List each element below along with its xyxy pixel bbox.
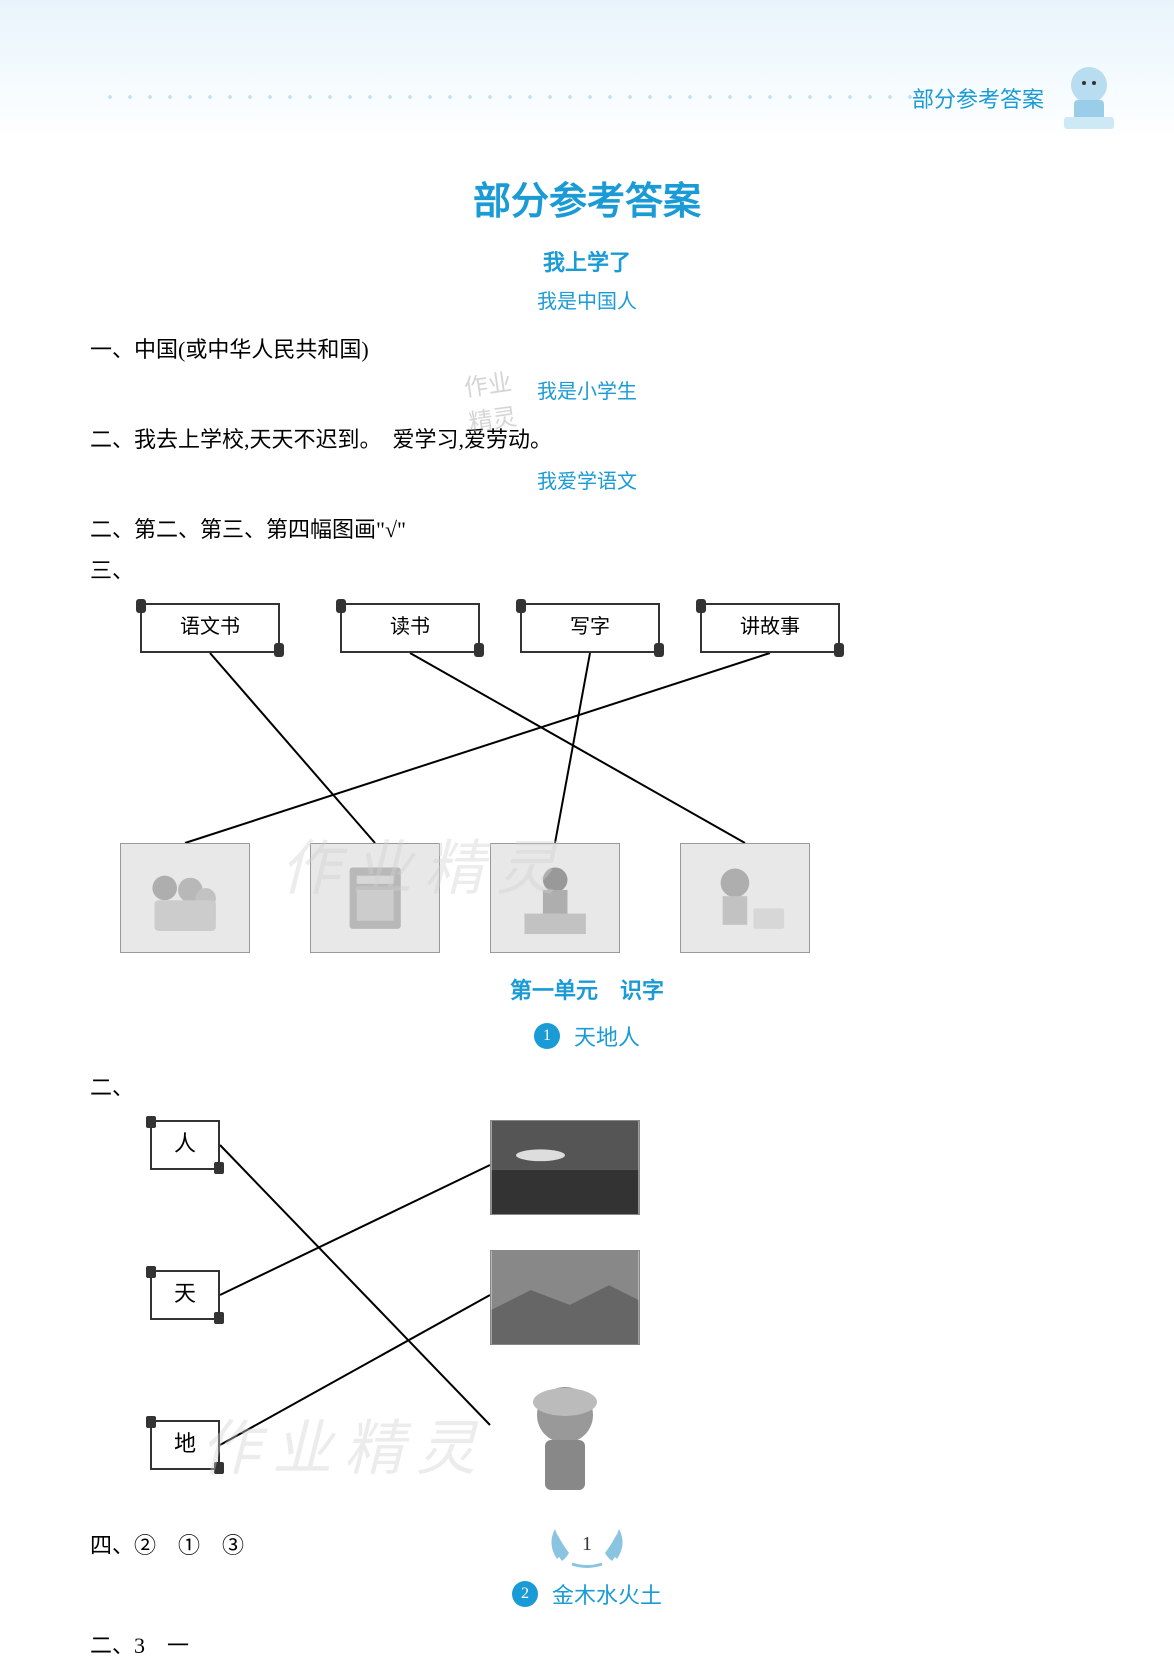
laurel-icon: 1 bbox=[537, 1519, 637, 1569]
sub-heading-2: 我是小学生 bbox=[90, 375, 1084, 404]
match-box-3: 写字 bbox=[520, 603, 660, 653]
answer-4: 三、 bbox=[90, 553, 1084, 588]
matching-exercise-bottom: 人 天 地 bbox=[90, 1120, 1084, 1510]
answer-5: 二、 bbox=[90, 1070, 1084, 1105]
match-label: 读书 bbox=[390, 616, 430, 638]
page-footer: 1 bbox=[0, 1519, 1174, 1574]
num-circle-1: 1 bbox=[534, 1023, 560, 1049]
match-label: 语文书 bbox=[180, 616, 240, 638]
char-box-2: 天 bbox=[150, 1270, 220, 1320]
match-image-2 bbox=[310, 843, 440, 953]
match-label: 讲故事 bbox=[740, 616, 800, 638]
answer-2: 二、我去上学校,天天不迟到。 爱学习,爱劳动。 bbox=[90, 422, 1084, 457]
content: 作业 精灵 部分参考答案 我上学了 我是中国人 一、中国(或中华人民共和国) 我… bbox=[0, 170, 1174, 1663]
answer-7: 二、3 一 bbox=[90, 1628, 1084, 1663]
match-image-4 bbox=[680, 843, 810, 953]
page-number: 1 bbox=[537, 1533, 637, 1556]
topic-1-label: 天地人 bbox=[574, 1025, 640, 1050]
match2-image-2 bbox=[490, 1250, 640, 1345]
match2-image-1 bbox=[490, 1120, 640, 1215]
char-label: 天 bbox=[174, 1281, 196, 1306]
mascot-icon bbox=[1054, 55, 1124, 135]
unit-heading: 第一单元 识字 bbox=[90, 973, 1084, 1005]
answer-3: 二、第二、第三、第四幅图画"√" bbox=[90, 512, 1084, 547]
topic-1: 1 天地人 bbox=[90, 1020, 1084, 1052]
topic-2: 2 金木水火土 bbox=[90, 1578, 1084, 1610]
num-circle-2: 2 bbox=[512, 1581, 538, 1607]
char-label: 人 bbox=[174, 1131, 196, 1156]
answer-1: 一、中国(或中华人民共和国) bbox=[90, 332, 1084, 367]
header-band: 部分参考答案 bbox=[0, 0, 1174, 140]
char-box-3: 地 bbox=[150, 1420, 220, 1470]
sub-heading-1: 我是中国人 bbox=[90, 285, 1084, 314]
topic-2-label: 金木水火土 bbox=[552, 1583, 662, 1608]
match-image-1 bbox=[120, 843, 250, 953]
main-title: 部分参考答案 bbox=[90, 170, 1084, 225]
match-box-2: 读书 bbox=[340, 603, 480, 653]
section-heading-1: 我上学了 bbox=[90, 245, 1084, 277]
match-label: 写字 bbox=[570, 616, 610, 638]
char-label: 地 bbox=[174, 1431, 196, 1456]
matching-exercise-top: 语文书 读书 写字 讲故事 bbox=[90, 603, 1084, 963]
char-box-1: 人 bbox=[150, 1120, 220, 1170]
match-box-4: 讲故事 bbox=[700, 603, 840, 653]
match-box-1: 语文书 bbox=[140, 603, 280, 653]
match-image-3 bbox=[490, 843, 620, 953]
watermark-stamp: 作业 精灵 bbox=[420, 365, 560, 455]
match2-image-3 bbox=[490, 1380, 640, 1475]
header-dots bbox=[100, 95, 974, 99]
sub-heading-3: 我爱学语文 bbox=[90, 465, 1084, 494]
header-label: 部分参考答案 bbox=[912, 82, 1044, 114]
